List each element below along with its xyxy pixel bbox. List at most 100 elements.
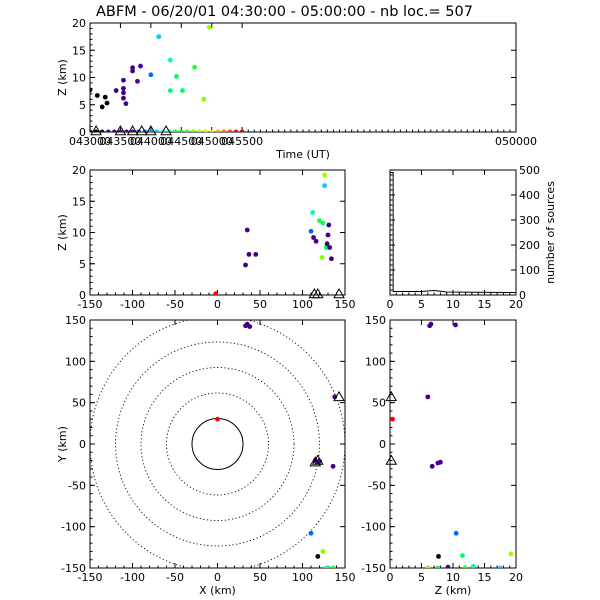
x-tick-label: -150 (78, 298, 103, 311)
x-tick-label: 50 (253, 298, 267, 311)
source-point (327, 245, 333, 250)
x-tick-label: -50 (166, 571, 184, 584)
y-tick-label: 10 (72, 227, 86, 240)
source-point (435, 565, 441, 568)
source-point (104, 100, 110, 106)
x-axis-label: X (km) (199, 584, 236, 597)
source-point (320, 549, 326, 554)
source-point (180, 88, 185, 93)
range-ring (115, 341, 320, 547)
axes-frame (89, 22, 517, 133)
data-layer (215, 321, 338, 568)
y-tick-label: 100 (365, 355, 386, 368)
source-point (319, 255, 325, 260)
y-tick-label: 5 (79, 258, 86, 271)
source-point (121, 77, 126, 83)
source-point (102, 94, 108, 100)
x-tick-label: -100 (120, 298, 145, 311)
baseline-point (221, 129, 227, 132)
data-layer (390, 172, 516, 293)
y-tick-label: 300 (519, 214, 540, 227)
x-tick-label: -50 (166, 298, 184, 311)
y-tick-label: 150 (365, 314, 386, 327)
source-point (330, 565, 336, 568)
y-axis-label: Z (km) (56, 59, 69, 96)
station-triangle (333, 390, 345, 402)
source-point (425, 565, 431, 568)
range-ring (166, 392, 269, 496)
x-tick-label: 045000 (191, 135, 233, 148)
y-tick-label: 5 (79, 99, 86, 112)
x-tick-label: 150 (335, 571, 356, 584)
source-point (135, 78, 140, 84)
baseline-point (184, 129, 190, 132)
source-point (138, 63, 143, 69)
y-axis-label: number of sources (544, 181, 557, 284)
source-point (315, 554, 321, 559)
source-point (308, 228, 314, 234)
station-triangle (160, 124, 172, 136)
source-point (435, 460, 441, 466)
baseline-point (99, 129, 105, 132)
source-point (113, 88, 119, 93)
y-tick-label: -50 (68, 479, 86, 492)
baseline-point (191, 129, 196, 132)
y-tick-label: 15 (72, 44, 86, 57)
source-point (206, 24, 212, 30)
source-point (243, 262, 248, 268)
x-tick-label: -100 (120, 571, 145, 584)
y-tick-label: 0 (79, 438, 86, 451)
baseline-point (130, 129, 135, 132)
source-point (326, 222, 332, 228)
source-point (215, 416, 220, 422)
y-tick-label: 500 (519, 164, 540, 177)
source-point (99, 104, 105, 110)
station-triangle (385, 390, 398, 402)
source-point (462, 565, 468, 568)
baseline-point (124, 129, 129, 132)
source-point (253, 251, 259, 257)
x-tick-label: 20 (509, 571, 523, 584)
source-point (213, 291, 219, 295)
y-axis-label: Y (km) (56, 426, 69, 463)
x-tick-label: 15 (478, 298, 492, 311)
baseline-point (111, 129, 117, 132)
y-tick-label: -150 (361, 562, 386, 575)
baseline-point (239, 129, 245, 132)
source-point (313, 238, 319, 244)
station-triangle (135, 124, 148, 136)
source-point (508, 551, 514, 557)
baseline-point (118, 129, 123, 132)
station-triangle (114, 124, 127, 136)
source-point (201, 96, 207, 102)
source-point (322, 172, 327, 178)
source-point (445, 564, 451, 568)
x-tick-label: 5 (418, 571, 425, 584)
range-ring (140, 367, 295, 521)
source-point (453, 530, 459, 536)
source-point (436, 554, 441, 559)
baseline-point (93, 129, 99, 132)
baseline-point (197, 129, 202, 132)
source-point (167, 88, 173, 93)
baseline-point (215, 129, 221, 132)
baseline-point (105, 129, 111, 132)
y-tick-label: 400 (519, 189, 540, 202)
x-tick-label: 043000 (69, 135, 111, 148)
y-tick-label: 200 (519, 239, 540, 252)
x-tick-label: 10 (446, 571, 460, 584)
x-tick-label: 0 (214, 571, 221, 584)
baseline-point (90, 129, 93, 132)
x-tick-label: 10 (446, 298, 460, 311)
source-point (123, 101, 129, 107)
x-axis-label: Time (UT) (275, 148, 330, 161)
x-tick-label: -150 (78, 571, 103, 584)
baseline-point (178, 129, 184, 132)
source-point (94, 93, 100, 98)
y-tick-label: 15 (72, 195, 86, 208)
source-point (324, 241, 330, 247)
